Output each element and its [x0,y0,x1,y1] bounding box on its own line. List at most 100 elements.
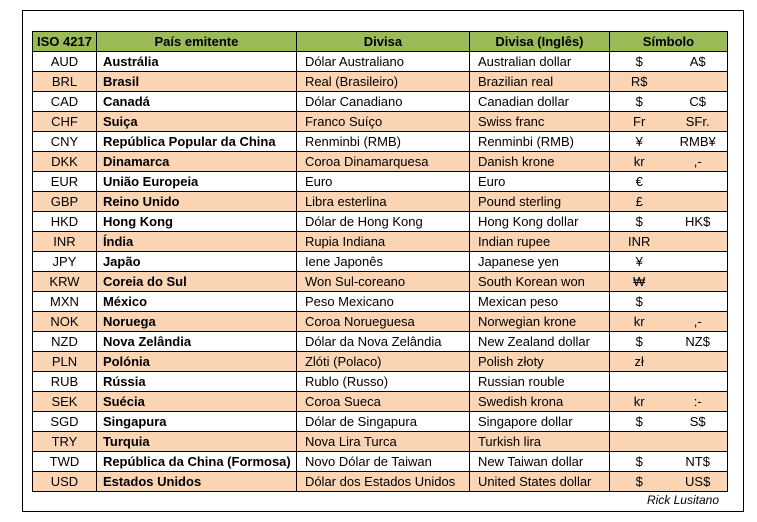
header-currency-en: Divisa (Inglês) [468,31,610,52]
row-symbol: INR [608,231,669,252]
row-symbol: zł [608,351,669,372]
row-symbol: kr [608,311,669,332]
row-symbol: $ [608,211,669,232]
row-symbol-alt: SFr. [668,111,728,132]
row-symbol-alt: :- [668,391,728,412]
row-country: Suécia [95,391,297,412]
row-currency: Nova Lira Turca [295,431,470,452]
header-iso: ISO 4217 [32,31,97,52]
header-row: ISO 4217 País emitente Divisa Divisa (In… [32,31,728,52]
row-symbol-alt: NZ$ [668,331,728,352]
row-country: Hong Kong [95,211,297,232]
row-country: Singapura [95,411,297,432]
row-code: INR [32,231,97,252]
table-row: GBP Reino Unido Libra esterlina Pound sterl… [32,191,728,212]
row-currency-en: South Korean won [468,271,610,292]
row-symbol-alt [668,231,728,252]
row-currency-en: United States dollar [468,471,610,492]
row-currency: Coroa Norueguesa [295,311,470,332]
row-currency: Euro [295,171,470,192]
table-row: USD Estados Unidos Dólar dos Estados Unido… [32,471,728,492]
row-currency-en: Canadian dollar [468,91,610,112]
row-currency: Novo Dólar de Taiwan [295,451,470,472]
row-currency-en: Singapore dollar [468,411,610,432]
row-symbol-alt [668,351,728,372]
row-code: NZD [32,331,97,352]
row-symbol: € [608,171,669,192]
row-symbol-alt [668,291,728,312]
row-currency: Zlóti (Polaco) [295,351,470,372]
row-code: AUD [32,51,97,72]
row-currency: Dólar de Hong Kong [295,211,470,232]
row-symbol: kr [608,151,669,172]
row-code: EUR [32,171,97,192]
header-currency: Divisa [295,31,470,52]
row-symbol: ¥ [608,251,669,272]
row-symbol-alt [668,431,728,452]
row-symbol-alt: A$ [668,51,728,72]
row-code: KRW [32,271,97,292]
table-row: SGD Singapura Dólar de Singapura Singapore … [32,411,728,432]
row-currency: Dólar Canadiano [295,91,470,112]
row-symbol: $ [608,91,669,112]
row-country: Suiça [95,111,297,132]
row-code: SEK [32,391,97,412]
row-code: SGD [32,411,97,432]
row-symbol: kr [608,391,669,412]
row-code: GBP [32,191,97,212]
row-code: USD [32,471,97,492]
table-row: CAD Canadá Dólar Canadiano Canadian dollar $… [32,91,728,112]
table-row: KRW Coreia do Sul Won Sul-coreano South Kor… [32,271,728,292]
row-symbol: $ [608,411,669,432]
row-currency: Iene Japonês [295,251,470,272]
row-currency: Dólar dos Estados Unidos [295,471,470,492]
row-currency: Coroa Dinamarquesa [295,151,470,172]
row-symbol-alt: S$ [668,411,728,432]
row-code: DKK [32,151,97,172]
row-symbol-alt: NT$ [668,451,728,472]
row-symbol: Fr [608,111,669,132]
row-currency-en: Euro [468,171,610,192]
table-row: HKD Hong Kong Dólar de Hong Kong Hong Kong … [32,211,728,232]
row-code: MXN [32,291,97,312]
row-symbol-alt: US$ [668,471,728,492]
row-country: Brasil [95,71,297,92]
row-symbol: $ [608,471,669,492]
row-symbol-alt [668,71,728,92]
row-currency-en: Swiss franc [468,111,610,132]
row-code: BRL [32,71,97,92]
row-currency-en: Indian rupee [468,231,610,252]
row-symbol: £ [608,191,669,212]
row-symbol [608,371,669,392]
row-currency: Rupia Indiana [295,231,470,252]
row-country: México [95,291,297,312]
row-currency-en: New Zealand dollar [468,331,610,352]
table-row: TRY Turquia Nova Lira Turca Turkish lira [32,431,728,452]
table-row: INR Índia Rupia Indiana Indian rupee INR [32,231,728,252]
row-symbol: ¥ [608,131,669,152]
row-symbol-alt [668,251,728,272]
row-country: República da China (Formosa) [95,451,297,472]
row-symbol-alt: C$ [668,91,728,112]
row-country: Estados Unidos [95,471,297,492]
row-country: União Europeia [95,171,297,192]
row-currency: Real (Brasileiro) [295,71,470,92]
row-symbol: R$ [608,71,669,92]
row-country: Coreia do Sul [95,271,297,292]
row-symbol: $ [608,451,669,472]
row-currency: Dólar de Singapura [295,411,470,432]
row-currency-en: Danish krone [468,151,610,172]
row-symbol-alt: RMB¥ [668,131,728,152]
row-country: Reino Unido [95,191,297,212]
row-code: TWD [32,451,97,472]
row-currency: Peso Mexicano [295,291,470,312]
row-country: Japão [95,251,297,272]
header-country: País emitente [95,31,297,52]
row-country: Turquia [95,431,297,452]
row-currency: Dólar Australiano [295,51,470,72]
table-row: MXN México Peso Mexicano Mexican peso $ [32,291,728,312]
table-row: NZD Nova Zelândia Dólar da Nova Zelândia Ne… [32,331,728,352]
table-row: CHF Suiça Franco Suíço Swiss franc Fr SFr. [32,111,728,132]
table-row: EUR União Europeia Euro Euro € [32,171,728,192]
row-currency: Rublo (Russo) [295,371,470,392]
